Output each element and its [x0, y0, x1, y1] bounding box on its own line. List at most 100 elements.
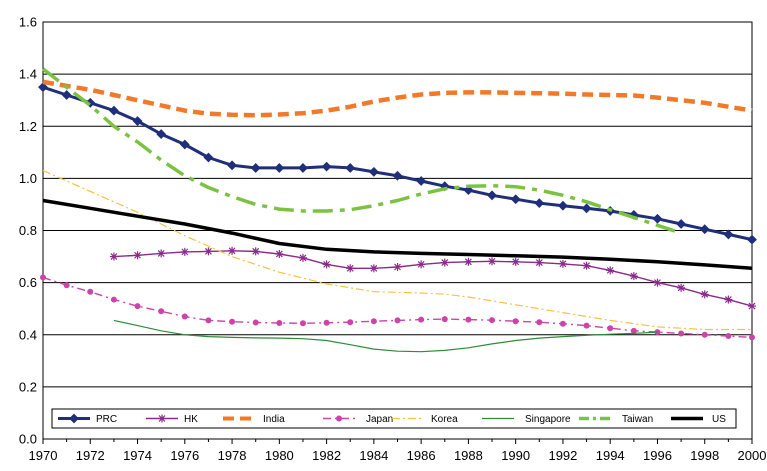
series-line-taiwan [41, 67, 682, 235]
data-point-hk [298, 253, 307, 262]
data-point-prc [416, 176, 427, 186]
data-point-prc [108, 105, 119, 116]
data-point-prc [723, 229, 734, 240]
data-point-japan [40, 274, 46, 281]
data-point-japan [323, 319, 330, 326]
series-india [42, 79, 753, 118]
series-singapore [113, 319, 658, 353]
series-taiwan [41, 67, 682, 235]
data-point-prc [652, 213, 663, 224]
x-tick-label: 1974 [123, 448, 152, 463]
legend-item-india: India [223, 414, 285, 425]
data-point-hk [700, 290, 709, 299]
legend-item-japan: Japan [323, 414, 393, 425]
x-tick-label: 1986 [407, 448, 436, 463]
series-prc [38, 82, 757, 245]
series-us [42, 198, 753, 271]
data-point-hk [393, 262, 402, 271]
x-tick-label: 1980 [265, 448, 294, 463]
series-lines [38, 67, 757, 353]
data-point-japan [701, 331, 708, 338]
y-tick-label: 0.0 [19, 432, 37, 447]
legend-marker-prc [69, 413, 79, 424]
data-point-prc [227, 160, 237, 171]
data-point-japan [489, 317, 496, 324]
series-line-us [42, 198, 753, 271]
data-point-prc [581, 203, 592, 214]
data-point-prc [250, 163, 261, 173]
data-point-japan [512, 318, 519, 325]
data-point-prc [487, 190, 497, 201]
data-point-hk [582, 261, 591, 270]
data-point-prc [699, 224, 710, 235]
data-point-hk [133, 251, 142, 260]
y-tick-label: 0.2 [19, 379, 37, 394]
data-point-japan [559, 320, 566, 327]
legend-label-us: US [712, 414, 726, 425]
series-korea [42, 170, 752, 331]
x-tick-label: 1976 [170, 448, 199, 463]
legend-label-prc: PRC [96, 414, 117, 425]
x-tick-label: 1972 [76, 448, 105, 463]
series-line-korea [42, 170, 752, 331]
data-point-japan [749, 334, 755, 341]
data-point-prc [534, 198, 545, 209]
x-tick-label: 1998 [690, 448, 719, 463]
data-point-japan [299, 320, 306, 327]
legend-item-us: US [671, 414, 726, 425]
data-point-hk [677, 283, 686, 292]
data-point-japan [134, 303, 141, 310]
legend: PRC HK India Japan Korea Singapore Taiwan US [51, 408, 737, 429]
y-tick-label: 0.8 [19, 223, 37, 238]
x-tick-label: 1978 [218, 448, 247, 463]
data-point-hk [440, 258, 449, 267]
data-point-hk [629, 272, 638, 281]
data-point-hk [417, 260, 426, 269]
data-point-japan [607, 325, 614, 332]
legend-label-taiwan: Taiwan [622, 414, 653, 425]
data-point-japan [205, 317, 212, 324]
y-tick-label: 1.6 [19, 15, 37, 30]
axes: 0.0 0.2 0.4 0.6 0.8 1.0 1.2 1.4 1.6 1970 1972 1974 1… [19, 15, 767, 464]
data-point-japan [725, 333, 732, 340]
data-point-prc [179, 139, 190, 150]
legend-item-hk: HK [146, 414, 198, 425]
data-point-hk [488, 257, 497, 266]
data-point-prc [510, 194, 521, 205]
data-point-japan [465, 316, 472, 323]
legend-label-singapore: Singapore [525, 414, 571, 425]
x-tick-label: 1990 [501, 448, 530, 463]
data-point-hk [535, 258, 544, 267]
data-point-hk [251, 247, 260, 256]
data-point-japan [276, 320, 283, 327]
series-japan [40, 274, 755, 341]
y-tick-label: 1.0 [19, 171, 37, 186]
series-line-singapore [113, 319, 658, 353]
data-point-japan [181, 313, 188, 320]
data-point-hk [180, 247, 189, 256]
y-tick-label: 0.6 [19, 275, 37, 290]
data-point-hk [558, 259, 567, 268]
data-point-hk [724, 295, 733, 304]
legend-marker-japan [336, 415, 342, 422]
x-tick-label: 1984 [359, 448, 388, 463]
y-tick-label: 1.2 [19, 119, 37, 134]
data-point-japan [229, 318, 236, 325]
data-point-hk [109, 252, 118, 261]
data-point-prc [558, 200, 568, 211]
data-point-japan [394, 317, 401, 324]
data-point-prc [156, 129, 167, 139]
data-point-hk [322, 260, 331, 269]
legend-label-japan: Japan [366, 414, 393, 425]
data-point-japan [441, 316, 448, 323]
data-point-hk [157, 249, 166, 258]
data-point-prc [368, 166, 379, 177]
data-point-hk [606, 266, 615, 275]
legend-label-korea: Korea [431, 414, 458, 425]
y-tick-label: 1.4 [19, 67, 37, 82]
data-point-prc [747, 234, 757, 245]
data-point-japan [158, 308, 165, 315]
data-point-prc [132, 116, 143, 126]
data-point-prc [321, 161, 332, 172]
